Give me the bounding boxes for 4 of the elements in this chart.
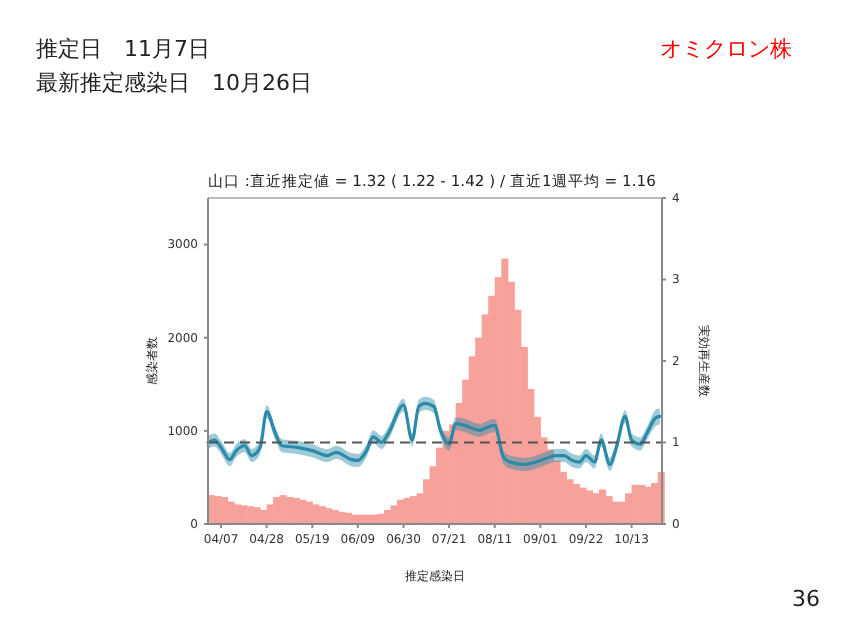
text: 推定日 11月7日 — [36, 36, 210, 62]
text: 36 — [792, 586, 820, 612]
text: 最新推定感染日 10月26日 — [36, 70, 312, 96]
text: オミクロン株 — [660, 36, 792, 62]
